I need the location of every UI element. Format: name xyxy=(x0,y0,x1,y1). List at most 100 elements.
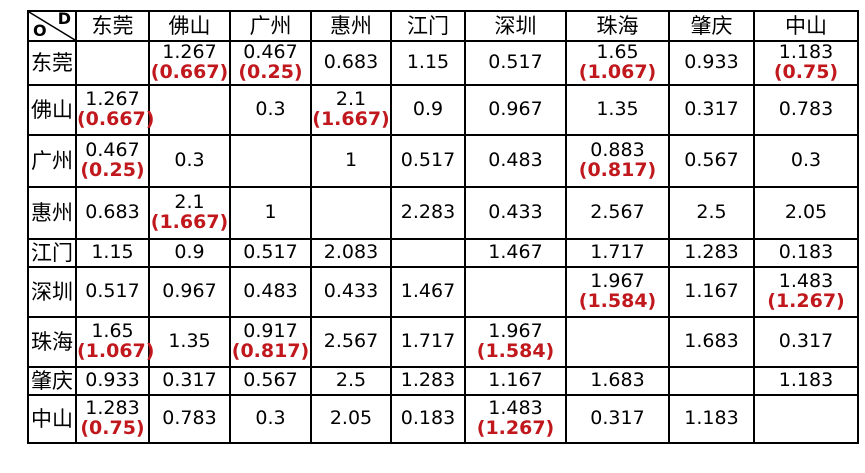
cell-value: 1.65 xyxy=(596,41,639,64)
matrix-cell xyxy=(668,366,755,396)
matrix-cell: 0.683 xyxy=(75,186,150,240)
cell-value: 2.083 xyxy=(323,241,379,264)
header-row: O D 东莞 佛山 广州 惠州 江门 深圳 珠海 肇庆 中山 xyxy=(27,10,859,42)
cell-value: 0.317 xyxy=(684,98,739,121)
table-row: 东莞 1.267 (0.667) 0.467 (0.25) 0.683 1.15 0.517 1… xyxy=(27,40,859,86)
matrix-cell: 0.567 xyxy=(229,366,312,396)
matrix-cell: 0.967 xyxy=(148,266,231,318)
matrix-cell: 0.683 xyxy=(310,40,392,86)
matrix-cell: 1.35 xyxy=(148,316,231,368)
matrix-cell: 1.483 (1.267) xyxy=(464,394,567,444)
cell-value: 0.9 xyxy=(412,98,444,121)
cell-value: 0.3 xyxy=(255,98,286,121)
cell-value: 0.967 xyxy=(488,98,543,121)
cell-value: 1.717 xyxy=(590,241,645,264)
matrix-cell: 0.933 xyxy=(75,366,150,396)
cell-value: 2.05 xyxy=(329,407,373,430)
corner-cell: O D xyxy=(27,10,77,42)
matrix-cell: 0.317 xyxy=(753,316,859,368)
column-header: 江门 xyxy=(390,10,466,42)
cell-value: 0.967 xyxy=(162,280,217,303)
cell-value: 1.35 xyxy=(596,98,639,121)
table-row: 广州 0.467 (0.25) 0.3 1 0.517 0.483 0.883 (0.817) 0… xyxy=(27,134,859,188)
column-header: 惠州 xyxy=(310,10,392,42)
cell-value: 0.183 xyxy=(778,241,834,264)
cell-alt-value: (1.584) xyxy=(476,340,555,362)
matrix-cell: 0.517 xyxy=(390,134,466,188)
matrix-cell: 1.65 (1.067) xyxy=(565,40,670,86)
cell-value: 1.15 xyxy=(91,241,134,264)
matrix-cell: 0.467 (0.25) xyxy=(229,40,312,86)
matrix-cell: 0.183 xyxy=(753,238,859,268)
cell-value: 1.483 xyxy=(488,397,543,420)
cell-alt-value: (1.667) xyxy=(150,211,229,233)
matrix-cell: 2.083 xyxy=(310,238,392,268)
cell-value: 1.283 xyxy=(400,369,456,392)
cell-value: 1.683 xyxy=(590,369,645,392)
matrix-cell: 0.317 xyxy=(668,84,755,136)
matrix-cell: 0.3 xyxy=(229,394,312,444)
cell-value: 1.483 xyxy=(778,270,834,293)
cell-value: 0.433 xyxy=(488,201,543,224)
matrix-cell: 1.183 xyxy=(668,394,755,444)
table-row: 惠州 0.683 2.1 (1.667) 1 2.283 0.433 2.567 2.5 2.05 xyxy=(27,186,859,240)
cell-value: 0.883 xyxy=(590,139,645,162)
matrix-cell: 1.283 (0.75) xyxy=(75,394,150,444)
row-header: 珠海 xyxy=(27,316,77,368)
matrix-cell: 2.283 xyxy=(390,186,466,240)
matrix-cell: 0.9 xyxy=(390,84,466,136)
cell-alt-value: (0.667) xyxy=(77,108,155,130)
cell-value: 0.467 xyxy=(85,139,140,162)
matrix-cell: 0.933 xyxy=(668,40,755,86)
row-header: 江门 xyxy=(27,238,77,268)
cell-value: 0.483 xyxy=(243,280,298,303)
matrix-cell: 1.483 (1.267) xyxy=(753,266,859,318)
cell-value: 1.35 xyxy=(168,330,211,353)
cell-value: 1.267 xyxy=(85,88,140,111)
matrix-cell xyxy=(565,316,670,368)
cell-alt-value: (1.067) xyxy=(578,61,657,83)
cell-value: 1.683 xyxy=(684,330,739,353)
cell-value: 0.683 xyxy=(85,201,140,224)
matrix-cell: 2.567 xyxy=(310,316,392,368)
cell-value: 2.5 xyxy=(696,201,727,224)
cell-value: 0.9 xyxy=(174,241,205,264)
matrix-cell: 0.3 xyxy=(753,134,859,188)
cell-value: 0.317 xyxy=(778,330,834,353)
cell-value: 0.567 xyxy=(684,149,739,172)
table-row: 珠海 1.65 (1.067) 1.35 0.917 (0.817) 2.567 1.717 1… xyxy=(27,316,859,368)
table-row: 江门 1.15 0.9 0.517 2.083 1.467 1.717 1.283 0.183 xyxy=(27,238,859,268)
table-row: 深圳 0.517 0.967 0.483 0.433 1.467 1.967 (1.584) 1… xyxy=(27,266,859,318)
cell-value: 2.05 xyxy=(784,201,828,224)
matrix-cell: 0.967 xyxy=(464,84,567,136)
cell-value: 1.183 xyxy=(778,369,834,392)
cell-value: 2.567 xyxy=(323,330,379,353)
matrix-cell: 0.917 (0.817) xyxy=(229,316,312,368)
matrix-cell: 1 xyxy=(229,186,312,240)
cell-alt-value: (0.25) xyxy=(80,159,145,181)
matrix-cell xyxy=(464,266,567,318)
column-header: 广州 xyxy=(229,10,312,42)
table-row: 肇庆 0.933 0.317 0.567 2.5 1.283 1.167 1.683 1.183 xyxy=(27,366,859,396)
matrix-cell: 0.483 xyxy=(229,266,312,318)
matrix-cell: 1.15 xyxy=(75,238,150,268)
matrix-cell: 0.433 xyxy=(464,186,567,240)
matrix-cell: 1 xyxy=(310,134,392,188)
column-header: 佛山 xyxy=(148,10,231,42)
cell-value: 0.467 xyxy=(243,41,298,64)
cell-value: 1.283 xyxy=(85,397,140,420)
matrix-cell: 0.3 xyxy=(148,134,231,188)
cell-value: 2.283 xyxy=(400,201,456,224)
cell-alt-value: (1.267) xyxy=(767,290,845,312)
cell-value: 1.267 xyxy=(162,41,217,64)
row-header: 肇庆 xyxy=(27,366,77,396)
cell-value: 0.917 xyxy=(243,320,298,343)
cell-alt-value: (0.25) xyxy=(238,61,303,83)
cell-alt-value: (0.75) xyxy=(773,61,839,83)
cell-value: 0.567 xyxy=(243,369,298,392)
cell-value: 1.183 xyxy=(778,41,834,64)
column-header: 肇庆 xyxy=(668,10,755,42)
matrix-cell: 1.283 xyxy=(668,238,755,268)
cell-alt-value: (1.067) xyxy=(77,340,155,362)
matrix-cell: 0.783 xyxy=(753,84,859,136)
